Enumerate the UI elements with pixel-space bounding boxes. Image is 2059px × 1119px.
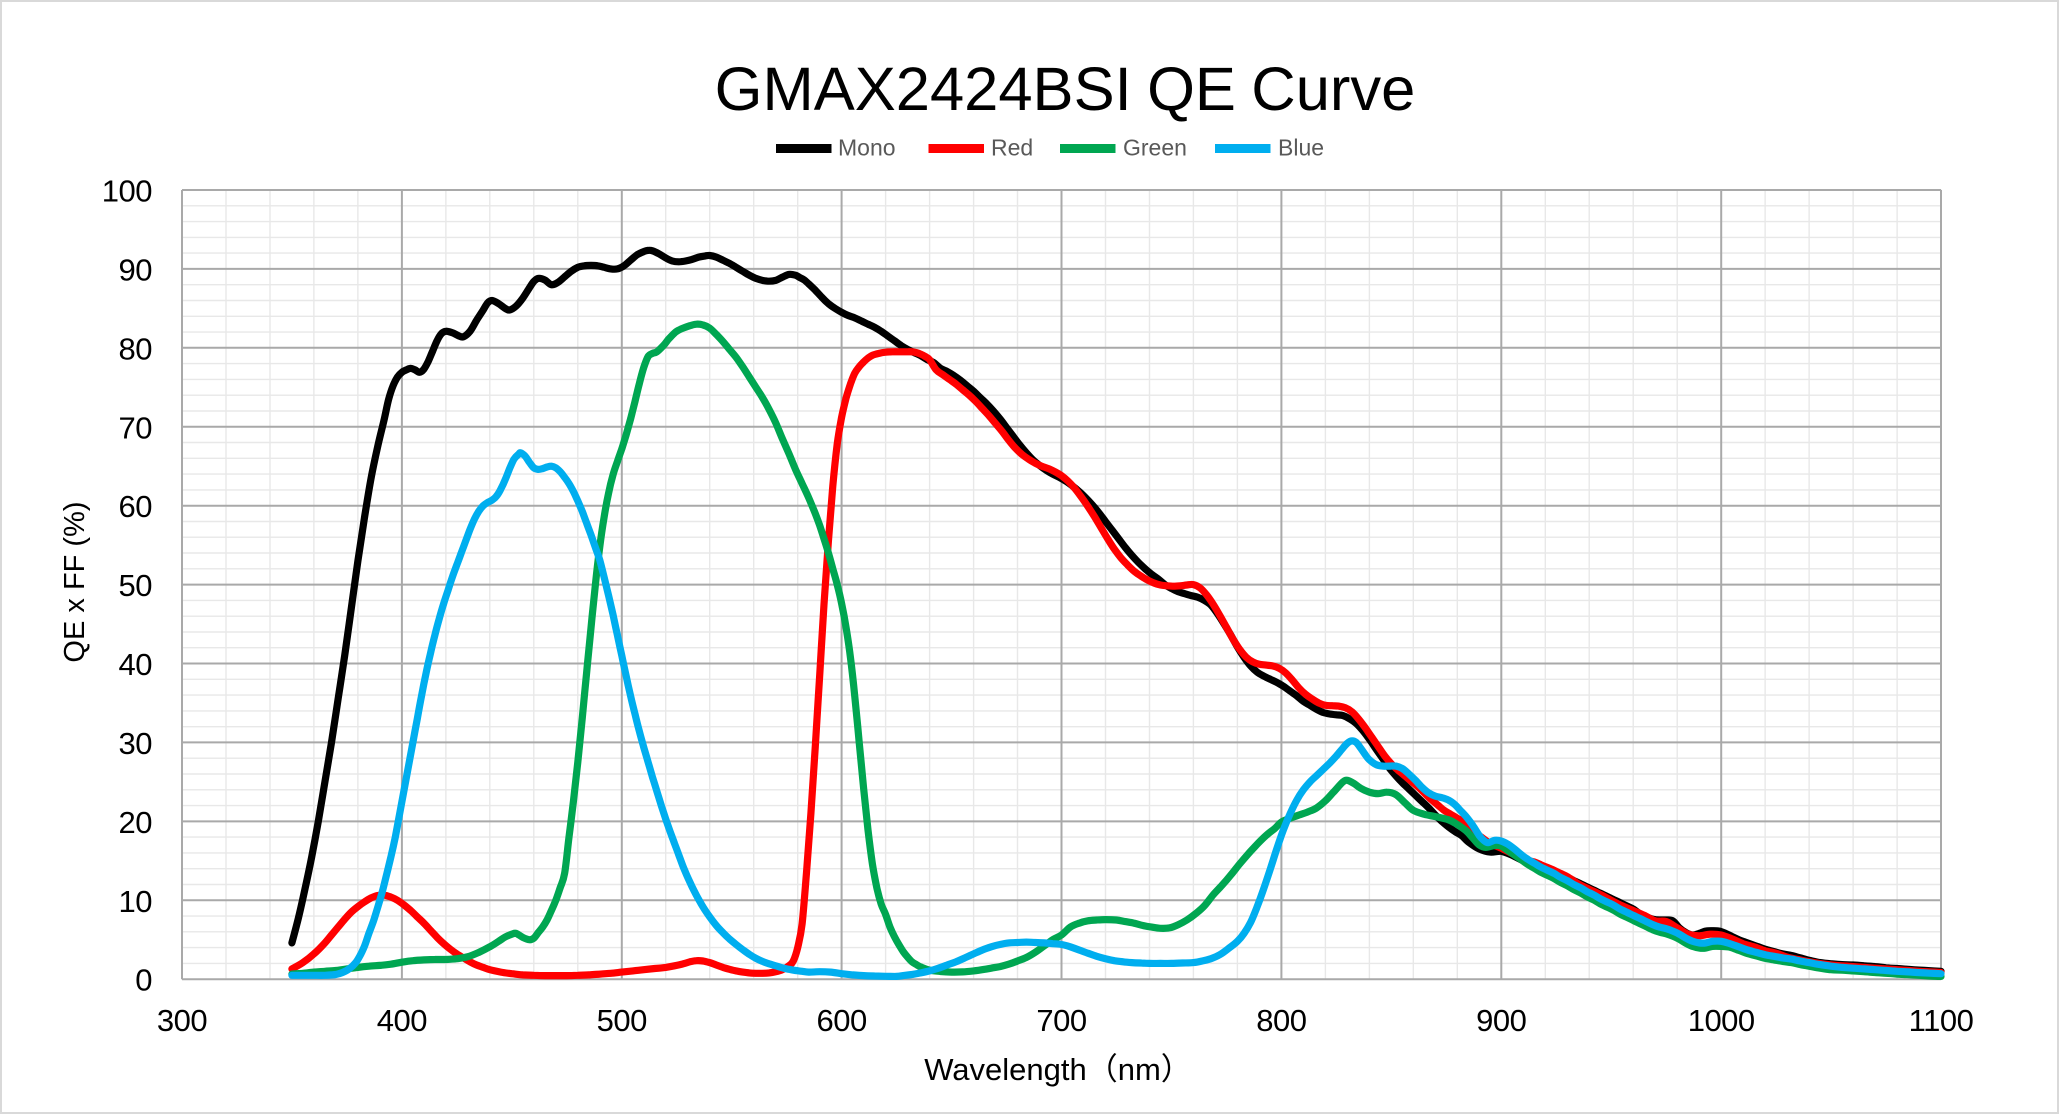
svg-text:100: 100 [102, 174, 152, 209]
svg-text:800: 800 [1256, 1003, 1306, 1038]
svg-text:0: 0 [135, 963, 152, 998]
svg-text:90: 90 [119, 252, 153, 287]
svg-text:900: 900 [1476, 1003, 1526, 1038]
svg-text:600: 600 [816, 1003, 866, 1038]
svg-text:30: 30 [119, 726, 153, 761]
svg-text:50: 50 [119, 568, 153, 603]
svg-text:1000: 1000 [1688, 1003, 1755, 1038]
svg-text:Mono: Mono [838, 135, 896, 161]
svg-text:700: 700 [1036, 1003, 1086, 1038]
svg-text:QE x FF (%): QE x FF (%) [59, 501, 91, 662]
svg-text:Red: Red [991, 135, 1033, 161]
svg-text:20: 20 [119, 805, 153, 840]
svg-text:70: 70 [119, 410, 153, 445]
svg-text:60: 60 [119, 489, 153, 524]
svg-text:Wavelength（nm）: Wavelength（nm） [924, 1052, 1192, 1087]
svg-text:400: 400 [377, 1003, 427, 1038]
svg-text:10: 10 [119, 884, 153, 919]
svg-text:500: 500 [597, 1003, 647, 1038]
svg-text:300: 300 [157, 1003, 207, 1038]
svg-text:1100: 1100 [1909, 1003, 1974, 1038]
svg-text:Green: Green [1123, 135, 1187, 161]
svg-text:GMAX2424BSI QE Curve: GMAX2424BSI QE Curve [715, 55, 1416, 124]
svg-text:40: 40 [119, 647, 153, 682]
svg-text:80: 80 [119, 331, 153, 366]
svg-text:Blue: Blue [1278, 135, 1324, 161]
